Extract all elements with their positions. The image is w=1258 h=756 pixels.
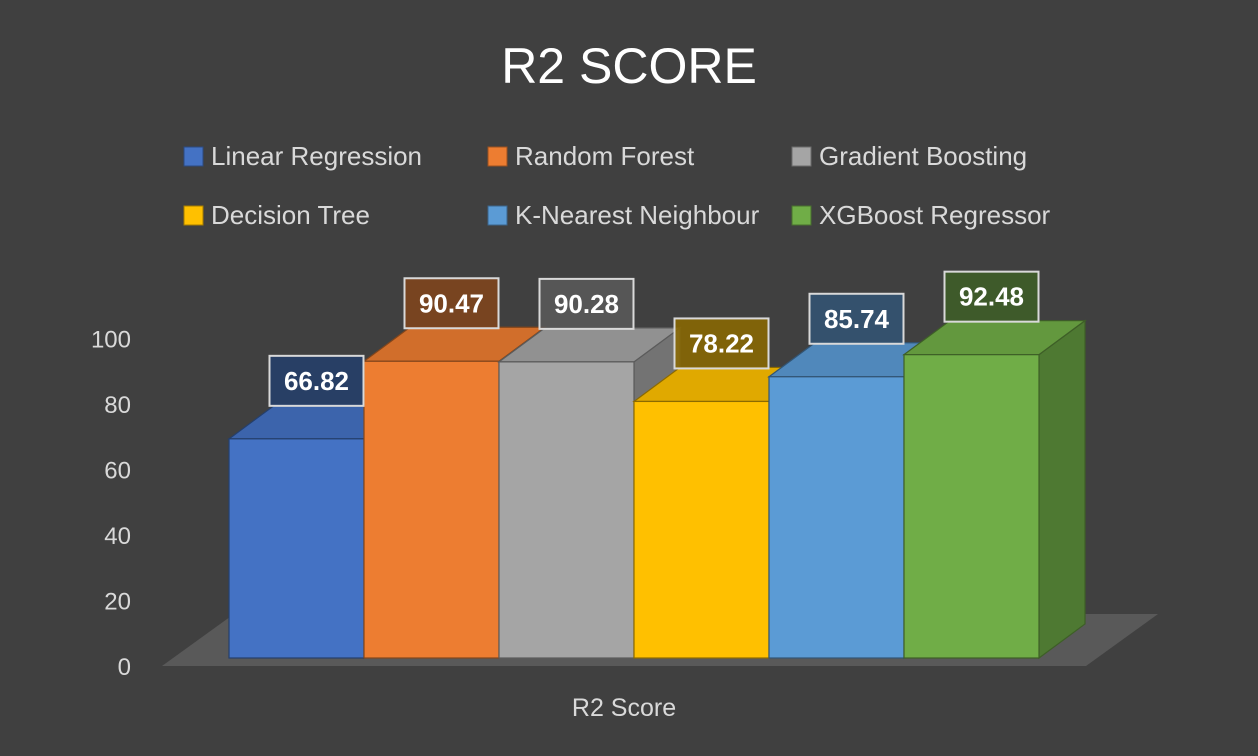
- y-tick-label: 20: [104, 589, 131, 616]
- data-label-box: [268, 354, 365, 407]
- legend-label: K-Nearest Neighbour: [515, 200, 760, 230]
- legend-label: Linear Regression: [211, 141, 422, 171]
- legend-label: XGBoost Regressor: [819, 200, 1051, 230]
- data-label-box: [808, 292, 905, 345]
- legend-label: Decision Tree: [211, 200, 370, 230]
- bar-front: [498, 361, 635, 659]
- bars: [227, 319, 1087, 660]
- data-label: 78.22: [673, 317, 770, 370]
- legend-swatch: [183, 205, 204, 226]
- bar-front: [228, 438, 365, 659]
- data-labels: 66.82 90.47 90.28 78.22 85.74 92.48: [268, 270, 1040, 407]
- y-tick-label: 80: [104, 392, 131, 419]
- data-label: 92.48: [943, 270, 1040, 323]
- data-label-box: [943, 270, 1040, 323]
- bar-front: [768, 376, 905, 659]
- data-label-value: 66.82: [284, 366, 349, 396]
- chart-title: R2 SCORE: [501, 38, 757, 94]
- data-label-box: [538, 277, 635, 330]
- legend-swatch: [791, 205, 812, 226]
- legend-swatch: [487, 146, 508, 167]
- data-label-value: 78.22: [689, 328, 754, 358]
- data-label-value: 90.47: [419, 288, 484, 318]
- y-tick-label: 0: [118, 654, 131, 681]
- data-label: 90.47: [403, 277, 500, 330]
- data-label: 90.28: [538, 277, 635, 330]
- legend-label: Gradient Boosting: [819, 141, 1027, 171]
- bar: [902, 319, 1087, 660]
- bar-side: [1038, 319, 1086, 660]
- data-label-box: [403, 277, 500, 330]
- x-category-label: R2 Score: [572, 694, 676, 722]
- data-label-value: 92.48: [959, 282, 1024, 312]
- legend-swatch: [487, 205, 508, 226]
- y-tick-label: 60: [104, 458, 131, 485]
- legend: Linear Regression Random Forest Gradient B…: [183, 141, 1051, 230]
- bar-front: [903, 354, 1040, 659]
- legend-swatch: [183, 146, 204, 167]
- data-label-value: 90.28: [554, 289, 619, 319]
- bar-front: [363, 360, 500, 659]
- data-label-value: 85.74: [824, 304, 890, 334]
- data-label: 66.82: [268, 354, 365, 407]
- data-label: 85.74: [808, 292, 905, 345]
- y-axis: 0 20 40 60 80 100: [91, 327, 131, 682]
- bar-front: [633, 400, 770, 659]
- legend-label: Random Forest: [515, 141, 695, 171]
- data-label-box: [673, 317, 770, 370]
- y-tick-label: 40: [104, 523, 131, 550]
- legend-swatch: [791, 146, 812, 167]
- y-tick-label: 100: [91, 327, 131, 354]
